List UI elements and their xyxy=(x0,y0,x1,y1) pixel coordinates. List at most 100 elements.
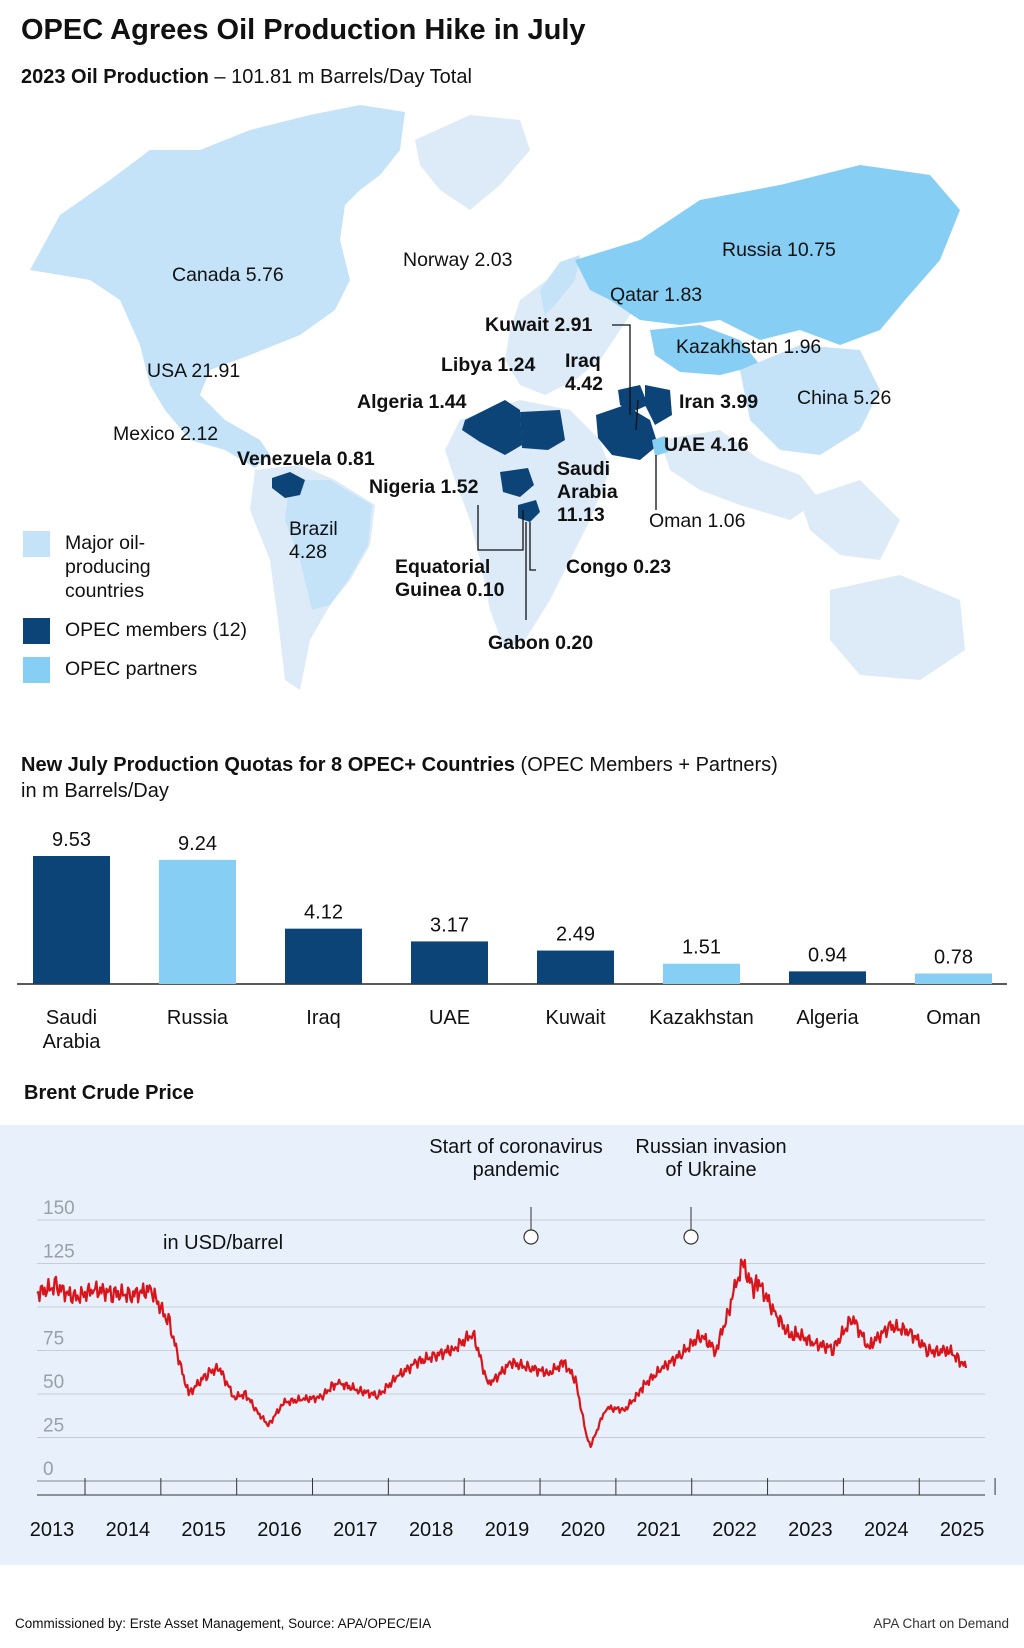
footer-credit: APA Chart on Demand xyxy=(873,1616,1009,1631)
label-russia: Russia 10.75 xyxy=(722,239,836,261)
label-venezuela: Venezuela 0.81 xyxy=(237,448,375,470)
legend-swatch-major xyxy=(23,531,50,557)
bar-category-label: Iraq xyxy=(306,1007,340,1029)
label-algeria: Algeria 1.44 xyxy=(357,391,467,413)
north-america-shape xyxy=(30,105,405,468)
label-saudi-arabia: Saudi Arabia 11.13 xyxy=(557,458,618,526)
x-tick-label: 2025 xyxy=(940,1519,985,1541)
annotation-marker xyxy=(523,1229,539,1245)
y-unit-label: in USD/barrel xyxy=(163,1232,283,1254)
x-tick-label: 2017 xyxy=(333,1519,378,1541)
bar xyxy=(915,973,992,984)
label-norway: Norway 2.03 xyxy=(403,249,513,271)
label-gabon: Gabon 0.20 xyxy=(488,632,594,654)
legend-label-partners: OPEC partners xyxy=(65,658,198,680)
bar-unit: in m Barrels/Day xyxy=(21,780,169,802)
annotation-text: pandemic xyxy=(473,1159,560,1181)
bar-category-label: Saudi xyxy=(46,1007,97,1029)
asia-south-shape xyxy=(660,430,820,520)
bar xyxy=(33,856,110,984)
x-tick-label: 2020 xyxy=(561,1519,606,1541)
legend-label-opec: OPEC members (12) xyxy=(65,619,248,641)
main-title: OPEC Agrees Oil Production Hike in July xyxy=(21,14,586,46)
label-usa: USA 21.91 xyxy=(147,360,241,382)
africa-shape xyxy=(445,400,610,650)
y-tick-label: 150 xyxy=(43,1198,75,1219)
label-kuwait: Kuwait 2.91 xyxy=(485,314,593,336)
uae-oman-shape xyxy=(652,436,668,456)
bar-category-label: Russia xyxy=(167,1007,229,1029)
label-congo: Congo 0.23 xyxy=(566,556,672,578)
label-libya: Libya 1.24 xyxy=(441,354,536,376)
iraq-shape xyxy=(618,385,648,412)
bar-category-label: Arabia xyxy=(43,1031,102,1053)
bar-value-label: 0.94 xyxy=(808,944,847,966)
y-tick-label: 125 xyxy=(43,1242,75,1263)
russia-shape xyxy=(575,165,960,345)
label-equatorial-guinea: Equatorial Guinea 0.10 xyxy=(395,556,505,601)
bar-title-rest: (OPEC Members + Partners) xyxy=(520,754,778,776)
map-subtitle: 2023 Oil Production – 101.81 m Barrels/D… xyxy=(21,66,472,89)
bar-category-label: Algeria xyxy=(796,1007,859,1029)
bar xyxy=(285,928,362,984)
brent-title: Brent Crude Price xyxy=(24,1082,195,1104)
label-china: China 5.26 xyxy=(797,387,892,409)
x-tick-label: 2014 xyxy=(106,1519,151,1541)
label-kazakhstan: Kazakhstan 1.96 xyxy=(676,336,822,358)
label-brazil: Brazil 4.28 xyxy=(289,518,338,563)
bar-value-label: 9.24 xyxy=(178,833,217,855)
algeria-shape xyxy=(462,400,522,455)
iran-shape xyxy=(645,385,672,425)
brazil-shape xyxy=(285,480,372,610)
x-tick-label: 2023 xyxy=(788,1519,833,1541)
bar xyxy=(537,950,614,984)
bar xyxy=(663,963,740,984)
y-tick-label: 75 xyxy=(43,1329,64,1350)
bar-category-label: Kazakhstan xyxy=(649,1007,754,1029)
bar-category-label: Kuwait xyxy=(545,1007,605,1029)
footer-source: Commissioned by: Erste Asset Management,… xyxy=(15,1616,432,1631)
label-iraq: Iraq 4.42 xyxy=(565,350,603,395)
norway-shape xyxy=(540,255,580,315)
bar-value-label: 0.78 xyxy=(934,947,973,969)
legend-label-major: Major oil-producing countries xyxy=(65,532,151,602)
se-asia-shape xyxy=(800,480,900,560)
legend-swatch-opec xyxy=(23,618,50,644)
kazakhstan-shape xyxy=(650,325,760,375)
world-map xyxy=(30,105,965,690)
label-qatar: Qatar 1.83 xyxy=(610,284,703,306)
x-tick-label: 2024 xyxy=(864,1519,909,1541)
bar xyxy=(789,971,866,984)
bar-value-label: 2.49 xyxy=(556,924,595,946)
label-iran: Iran 3.99 xyxy=(679,391,759,413)
bar-value-label: 4.12 xyxy=(304,902,343,924)
label-canada: Canada 5.76 xyxy=(172,264,284,286)
x-tick-label: 2019 xyxy=(485,1519,530,1541)
china-shape xyxy=(740,345,880,455)
nigeria-shape xyxy=(500,468,534,497)
saudi-arabia-shape xyxy=(596,405,658,460)
label-mexico: Mexico 2.12 xyxy=(113,423,219,445)
label-nigeria: Nigeria 1.52 xyxy=(369,476,479,498)
x-tick-label: 2015 xyxy=(181,1519,226,1541)
legend-swatch-partners xyxy=(23,657,50,683)
label-uae: UAE 4.16 xyxy=(664,434,749,456)
bar-value-label: 3.17 xyxy=(430,914,469,936)
y-tick-label: 50 xyxy=(43,1372,64,1393)
bar-chart-title: New July Production Quotas for 8 OPEC+ C… xyxy=(21,752,778,804)
brent-line-chart: 0 25 50 75 125 150 2013 2014 2015 2016 2017 2018 201… xyxy=(30,1136,996,1541)
bar-value-label: 9.53 xyxy=(52,829,91,851)
greenland-shape xyxy=(415,115,530,210)
brent-price-line xyxy=(36,1258,968,1449)
y-tick-label: 0 xyxy=(43,1459,54,1480)
x-tick-label: 2022 xyxy=(712,1519,757,1541)
annotation-text: Start of coronavirus xyxy=(429,1136,602,1158)
bar-category-label: Oman xyxy=(926,1007,980,1029)
x-tick-label: 2018 xyxy=(409,1519,454,1541)
label-oman: Oman 1.06 xyxy=(649,510,746,532)
x-tick-label: 2013 xyxy=(30,1519,75,1541)
bar-title-bold: New July Production Quotas for 8 OPEC+ C… xyxy=(21,754,515,776)
brent-panel xyxy=(0,1125,1024,1565)
x-tick-label: 2016 xyxy=(257,1519,302,1541)
